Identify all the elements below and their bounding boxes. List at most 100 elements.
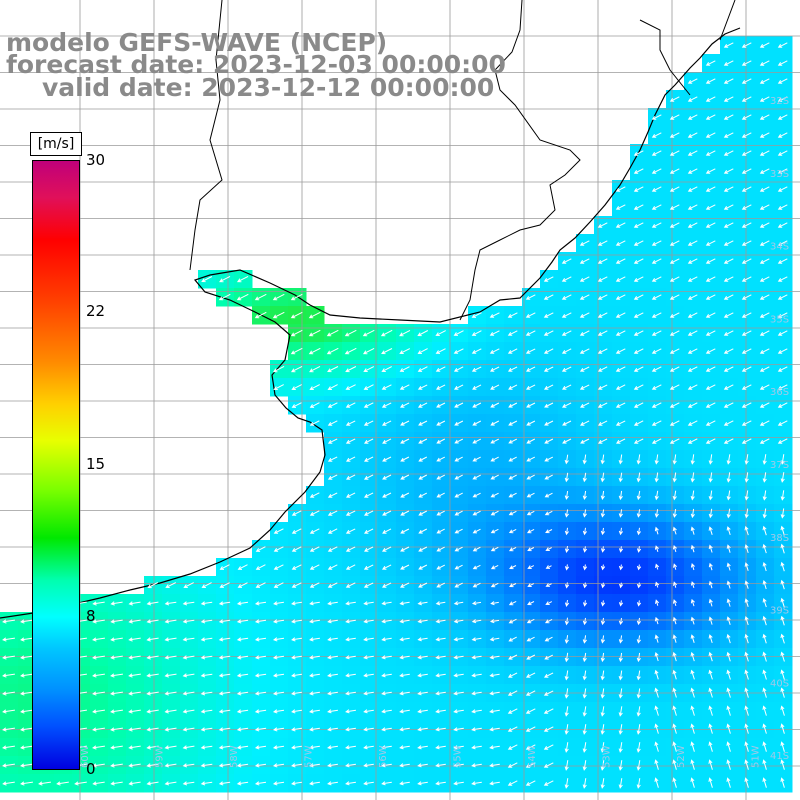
- wind-arrow: [527, 565, 535, 569]
- wind-arrow: [600, 688, 605, 699]
- wind-arrow: [582, 760, 587, 771]
- wind-arrow: [777, 96, 788, 102]
- wind-arrow: [2, 727, 15, 732]
- wind-arrow: [418, 438, 428, 444]
- wind-arrow: [726, 687, 731, 698]
- wind-arrow: [309, 492, 320, 498]
- wind-arrow: [690, 598, 695, 607]
- wind-arrow: [582, 778, 587, 789]
- wind-arrow: [20, 709, 33, 714]
- wind-arrow: [309, 745, 320, 750]
- wind-arrow: [741, 348, 752, 354]
- wind-arrow: [128, 601, 141, 606]
- wind-arrow: [672, 616, 677, 625]
- wind-arrow: [723, 114, 734, 120]
- wind-arrow: [582, 546, 588, 553]
- wind-arrow: [200, 709, 213, 714]
- wind-arrow: [309, 384, 320, 390]
- wind-arrow: [507, 708, 518, 714]
- wind-arrow: [618, 670, 623, 681]
- wind-arrow: [291, 745, 302, 750]
- colorbar-unit: [m/s]: [30, 132, 82, 156]
- wind-arrow: [544, 456, 554, 462]
- wind-arrow: [92, 619, 105, 624]
- wind-arrow: [290, 347, 303, 355]
- wind-arrow: [525, 366, 536, 372]
- wind-arrow: [673, 581, 678, 588]
- wind-arrow: [218, 637, 231, 642]
- wind-arrow: [164, 619, 177, 624]
- wind-arrow: [472, 510, 481, 516]
- wind-arrow: [255, 546, 266, 552]
- wind-arrow: [561, 276, 572, 282]
- wind-arrow: [669, 438, 680, 444]
- wind-arrow: [708, 777, 713, 788]
- wind-arrow: [489, 709, 500, 714]
- wind-arrow: [741, 420, 752, 426]
- wind-arrow: [780, 633, 785, 644]
- wind-arrow: [708, 580, 713, 589]
- wind-arrow: [453, 619, 464, 624]
- wind-arrow: [345, 438, 356, 444]
- wind-arrow: [436, 582, 446, 588]
- wind-arrow: [200, 637, 213, 642]
- wind-arrow: [744, 508, 749, 519]
- wind-arrow: [435, 691, 446, 696]
- wind-arrow: [382, 456, 392, 462]
- wind-arrow: [759, 312, 770, 318]
- wind-arrow: [762, 508, 767, 519]
- wind-arrow: [507, 690, 518, 696]
- wind-arrow: [672, 526, 677, 535]
- wind-arrow: [291, 691, 302, 696]
- wind-arrow: [744, 562, 749, 571]
- wind-arrow: [759, 366, 770, 372]
- wind-arrow: [690, 777, 695, 788]
- wind-arrow: [672, 545, 677, 553]
- wind-arrow: [759, 96, 770, 102]
- wind-arrow: [20, 655, 33, 660]
- wind-arrow: [471, 727, 482, 732]
- wind-arrow: [454, 438, 464, 444]
- wind-arrow: [780, 561, 785, 572]
- wind-arrow: [327, 456, 338, 462]
- wind-arrow: [651, 276, 662, 282]
- wind-arrow: [399, 673, 410, 678]
- wind-arrow: [527, 583, 535, 587]
- wind-arrow: [110, 763, 123, 768]
- wind-arrow: [651, 294, 662, 300]
- wind-arrow: [780, 669, 785, 680]
- wind-arrow: [543, 312, 554, 318]
- wind-arrow: [636, 454, 641, 465]
- wind-arrow: [615, 258, 626, 264]
- wind-arrow: [291, 673, 302, 678]
- wind-arrow: [708, 616, 713, 625]
- wind-arrow: [618, 509, 623, 518]
- wind-arrow: [327, 528, 338, 534]
- wind-arrow: [705, 366, 716, 372]
- wind-arrow: [508, 654, 518, 660]
- wind-arrow: [777, 240, 788, 246]
- wind-arrow: [508, 528, 517, 534]
- wind-arrow: [780, 615, 785, 626]
- valid-date: valid date: 2023-12-12 00:00:00: [42, 73, 495, 102]
- wind-arrow: [633, 168, 644, 174]
- wind-arrow: [381, 655, 392, 660]
- wind-arrow: [579, 366, 590, 372]
- wind-arrow: [651, 186, 662, 192]
- wind-arrow: [309, 402, 320, 408]
- wind-arrow: [254, 673, 267, 678]
- wind-arrow: [417, 655, 428, 660]
- wind-arrow: [472, 474, 481, 480]
- wind-arrow: [110, 745, 123, 750]
- wind-arrow: [633, 348, 644, 354]
- wind-arrow: [526, 510, 535, 516]
- wind-arrow: [564, 617, 569, 626]
- wind-arrow: [615, 222, 626, 228]
- wind-arrow: [525, 312, 536, 318]
- wind-arrow: [705, 222, 716, 228]
- wind-arrow: [651, 114, 662, 120]
- wind-arrow: [705, 294, 716, 300]
- wind-arrow: [399, 366, 410, 372]
- wind-arrow: [741, 366, 752, 372]
- wind-arrow: [636, 742, 641, 753]
